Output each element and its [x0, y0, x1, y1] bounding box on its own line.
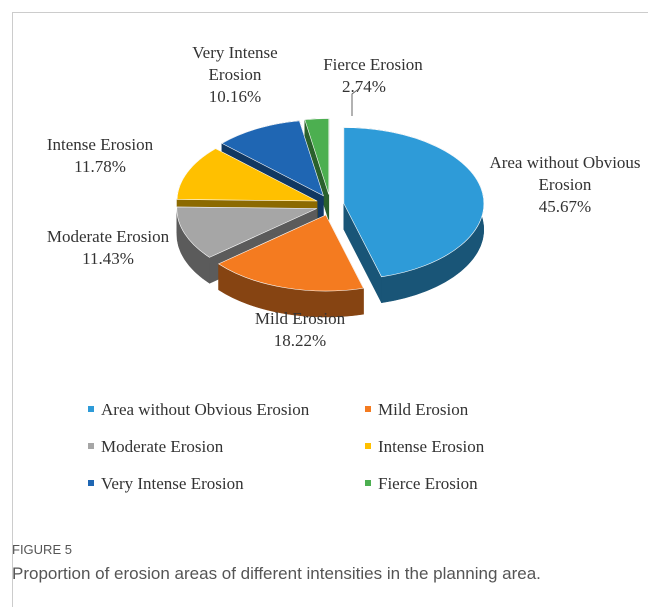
slice	[343, 127, 485, 278]
slice-value: 11.78%	[74, 157, 126, 176]
legend-item: Intense Erosion	[365, 437, 484, 457]
legend-label: Moderate Erosion	[101, 437, 224, 456]
slice-value: 2.74%	[342, 77, 386, 96]
slice-name: Mild Erosion	[254, 309, 346, 328]
slice-label: Intense Erosion 11.78%	[15, 134, 185, 178]
slice-value: 18.22%	[273, 331, 327, 350]
legend-marker	[365, 443, 371, 450]
legend-marker	[365, 406, 371, 413]
slice-name: Fierce Erosion	[323, 55, 423, 74]
slice-name: Very Intense Erosion	[192, 43, 278, 84]
slice	[221, 120, 324, 197]
frame	[12, 12, 648, 607]
legend-item: Very Intense Erosion	[88, 474, 244, 494]
legend-label: Very Intense Erosion	[101, 474, 244, 493]
legend-item: Fierce Erosion	[365, 474, 478, 494]
slice-name: Intense Erosion	[46, 135, 154, 154]
slice-name: Area without Obvious Erosion	[489, 153, 641, 194]
slice-value: 45.67%	[538, 197, 592, 216]
slice-value: 11.43%	[82, 249, 134, 268]
slice-name: Moderate Erosion	[46, 227, 170, 246]
caption: Proportion of erosion areas of different…	[12, 564, 541, 583]
slice-value: 10.16%	[208, 87, 262, 106]
legend-marker	[88, 443, 94, 450]
slice	[176, 148, 318, 202]
slice-tops	[176, 118, 485, 292]
legend-item: Moderate Erosion	[88, 437, 223, 457]
legend-label: Mild Erosion	[378, 400, 469, 419]
chart	[176, 87, 485, 318]
legend-label: Intense Erosion	[378, 437, 485, 456]
legend-item: Mild Erosion	[365, 400, 468, 420]
legend-marker	[88, 480, 94, 487]
legend-label: Area without Obvious Erosion	[101, 400, 310, 419]
legend-item: Area without Obvious Erosion	[88, 400, 309, 420]
slice-label: Area without Obvious Erosion 45.67%	[480, 152, 648, 218]
slice-label: Moderate Erosion 11.43%	[18, 226, 198, 270]
slice-label: Fierce Erosion 2.74%	[298, 54, 448, 98]
slice	[304, 118, 330, 195]
slice	[217, 214, 364, 292]
figure-label: FIGURE 5	[12, 542, 72, 557]
slice-label: Very Intense Erosion 10.16%	[170, 42, 300, 108]
legend-marker	[88, 406, 94, 413]
slice	[176, 206, 317, 258]
slice-label: Mild Erosion 18.22%	[220, 308, 380, 352]
legend-marker	[365, 480, 371, 487]
legend-label: Fierce Erosion	[378, 474, 478, 493]
leader-line	[351, 87, 361, 116]
